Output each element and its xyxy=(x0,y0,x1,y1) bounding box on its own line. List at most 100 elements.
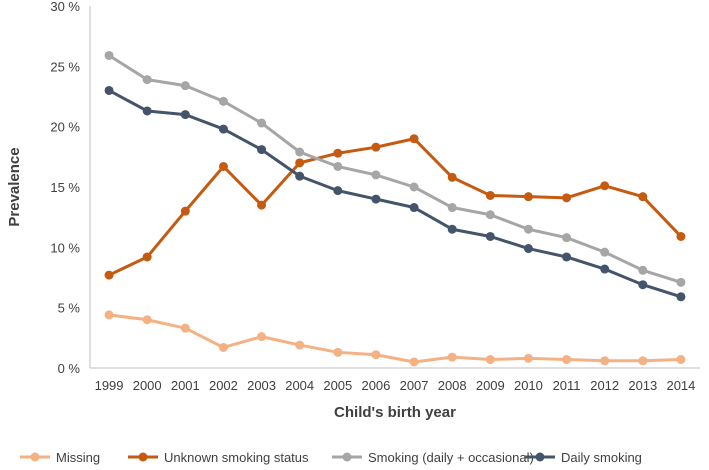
series-layer xyxy=(104,50,686,367)
series xyxy=(104,50,686,287)
data-point xyxy=(180,110,190,120)
legend-label: Smoking (daily + occasional) xyxy=(368,450,534,465)
data-point xyxy=(257,332,267,342)
x-tick-label: 2007 xyxy=(400,378,429,393)
data-point xyxy=(447,172,457,182)
data-point xyxy=(104,85,114,95)
x-tick-label: 2014 xyxy=(666,378,695,393)
data-point xyxy=(676,355,686,365)
data-point xyxy=(523,192,533,202)
data-point xyxy=(142,252,152,262)
data-point xyxy=(409,357,419,367)
legend-label: Missing xyxy=(56,450,100,465)
data-point xyxy=(638,265,648,275)
data-point xyxy=(295,171,305,181)
x-tick-label: 2009 xyxy=(476,378,505,393)
data-point xyxy=(371,170,381,180)
data-point xyxy=(257,200,267,210)
data-point xyxy=(333,161,343,171)
data-point xyxy=(371,350,381,360)
x-tick-label: 2005 xyxy=(323,378,352,393)
data-point xyxy=(409,203,419,213)
legend-swatch-marker xyxy=(138,452,148,462)
legend-item: Missing xyxy=(20,450,100,465)
data-point xyxy=(638,356,648,366)
legend-item: Smoking (daily + occasional) xyxy=(332,450,534,465)
series xyxy=(104,310,686,367)
x-tick-label: 2004 xyxy=(285,378,314,393)
y-tick-labels: 0 % 5 % 10 % 15 % 20 % 25 % 30 % xyxy=(50,0,80,376)
x-tick-label: 2008 xyxy=(438,378,467,393)
data-point xyxy=(523,224,533,234)
y-tick-label: 10 % xyxy=(50,240,80,255)
data-point xyxy=(371,142,381,152)
legend: Missing Unknown smoking status Smoking (da… xyxy=(20,450,642,465)
data-point xyxy=(295,340,305,350)
data-point xyxy=(676,292,686,302)
y-tick-label: 25 % xyxy=(50,59,80,74)
y-tick-label: 20 % xyxy=(50,120,80,135)
x-axis-title: Child's birth year xyxy=(334,404,456,421)
series-line xyxy=(108,89,682,299)
data-point xyxy=(523,244,533,254)
data-point xyxy=(180,323,190,333)
y-axis-title: Prevalence xyxy=(6,147,23,226)
legend-item: Unknown smoking status xyxy=(128,450,309,465)
data-point xyxy=(600,264,610,274)
data-point xyxy=(600,247,610,257)
data-point xyxy=(447,352,457,362)
x-tick-label: 2011 xyxy=(553,378,581,393)
x-tick-label: 2012 xyxy=(590,378,619,393)
data-point xyxy=(295,147,305,157)
data-point xyxy=(180,81,190,91)
data-point xyxy=(676,231,686,241)
data-point xyxy=(638,192,648,202)
series-line xyxy=(108,313,681,364)
data-point xyxy=(562,193,572,203)
x-tick-label: 1999 xyxy=(95,378,124,393)
x-tick-label: 2003 xyxy=(247,378,276,393)
data-point xyxy=(218,161,228,171)
data-point xyxy=(600,356,610,366)
x-tick-labels: 1999 2000 2001 2002 2003 2004 2005 2006 2007 2008… xyxy=(95,378,696,393)
y-tick-label: 5 % xyxy=(58,301,81,316)
data-point xyxy=(409,134,419,144)
data-point xyxy=(676,277,686,287)
data-point xyxy=(600,181,610,191)
data-point xyxy=(371,194,381,204)
y-tick-label: 0 % xyxy=(58,361,81,376)
legend-item: Daily smoking xyxy=(525,450,642,465)
data-point xyxy=(142,315,152,325)
data-point xyxy=(562,233,572,243)
data-point xyxy=(485,231,495,241)
data-point xyxy=(218,342,228,352)
data-point xyxy=(485,210,495,220)
data-point xyxy=(447,224,457,234)
legend-swatch-marker xyxy=(535,452,545,462)
data-point xyxy=(447,203,457,213)
data-point xyxy=(180,206,190,216)
legend-label: Unknown smoking status xyxy=(164,450,309,465)
series-line xyxy=(108,54,682,284)
x-tick-label: 2013 xyxy=(628,378,657,393)
data-point xyxy=(333,186,343,196)
y-tick-label: 15 % xyxy=(50,180,80,195)
data-point xyxy=(409,182,419,192)
y-tick-label: 30 % xyxy=(50,0,80,14)
series-line xyxy=(108,137,683,277)
data-point xyxy=(218,96,228,106)
data-point xyxy=(485,190,495,200)
x-tick-label: 2006 xyxy=(361,378,390,393)
data-point xyxy=(104,310,114,320)
legend-swatch-marker xyxy=(30,452,40,462)
series xyxy=(104,85,686,302)
legend-label: Daily smoking xyxy=(561,450,642,465)
data-point xyxy=(485,355,495,365)
x-tick-label: 2000 xyxy=(133,378,162,393)
x-tick-label: 2010 xyxy=(514,378,543,393)
data-point xyxy=(333,347,343,357)
data-point xyxy=(104,270,114,280)
legend-swatch-marker xyxy=(342,452,352,462)
